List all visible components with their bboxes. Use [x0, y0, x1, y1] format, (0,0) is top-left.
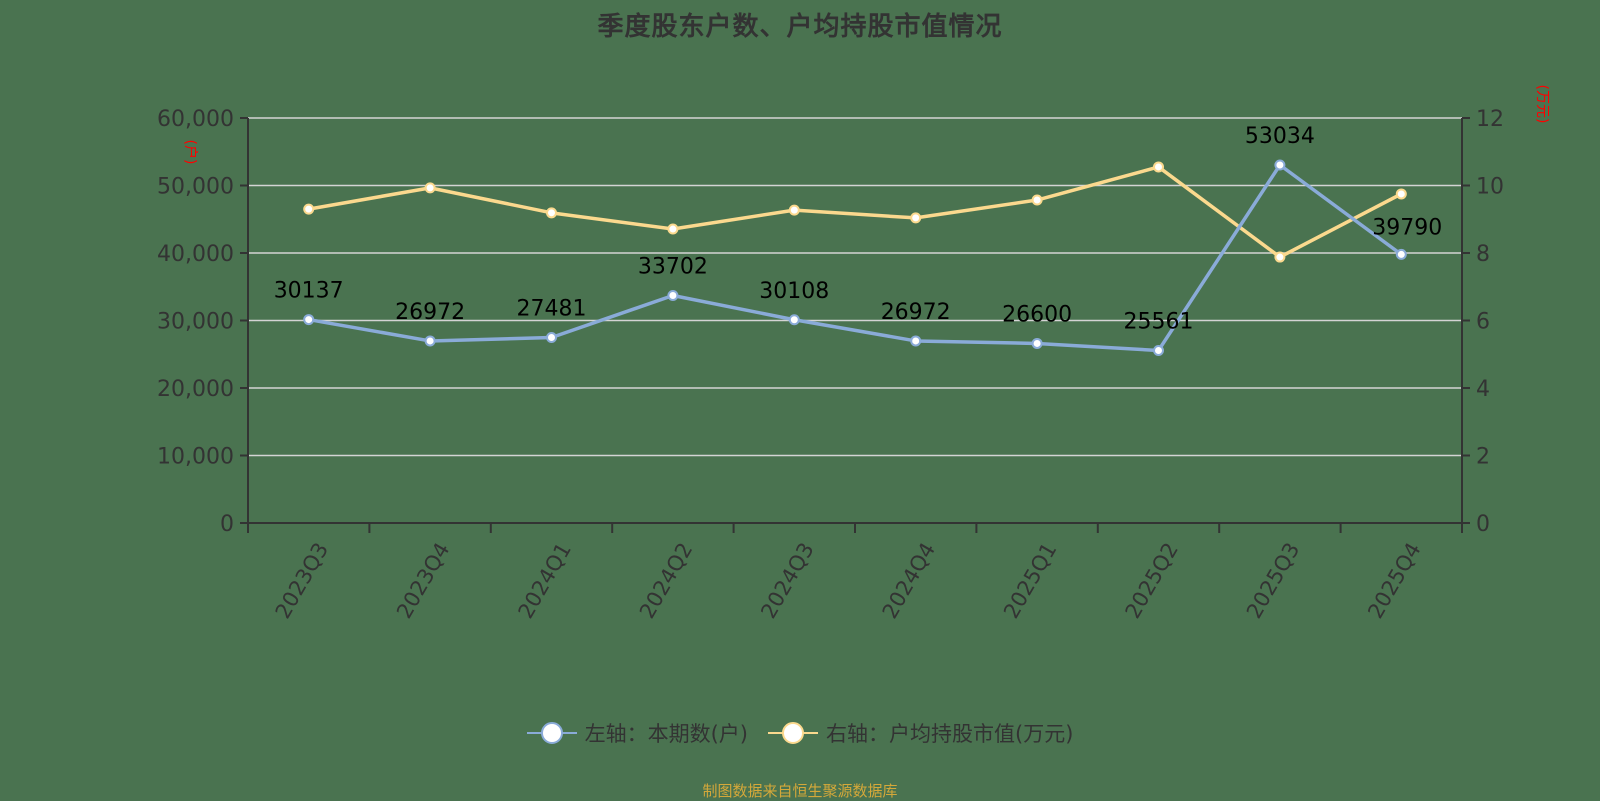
- right-axis-label: 6: [1476, 310, 1490, 335]
- x-axis-label: 2024Q4: [878, 539, 940, 623]
- right-series-point[interactable]: [546, 207, 557, 219]
- x-axis-label: 2025Q3: [1242, 539, 1304, 623]
- right-series-point[interactable]: [303, 203, 315, 215]
- x-axis-label: 2024Q2: [635, 539, 697, 623]
- left-axis-label: 50,000: [157, 175, 234, 200]
- data-label: 53034: [1245, 124, 1315, 149]
- data-label: 27481: [517, 297, 587, 322]
- left-series-point[interactable]: [1274, 159, 1286, 171]
- left-series-point[interactable]: [1153, 344, 1164, 356]
- legend-label-right: 右轴：户均持股市值(万元): [826, 722, 1074, 746]
- left-axis-label: 0: [220, 512, 234, 537]
- right-axis-label: 2: [1476, 445, 1490, 470]
- data-label: 33702: [638, 255, 708, 280]
- right-series-line: [308, 165, 1403, 259]
- left-axis-label: 30,000: [157, 310, 234, 335]
- right-series-point[interactable]: [1395, 188, 1407, 200]
- data-label: 26600: [1002, 302, 1072, 327]
- left-series-point[interactable]: [424, 335, 436, 347]
- right-series-point[interactable]: [1031, 194, 1043, 206]
- x-axis-label: 2025Q2: [1120, 539, 1182, 623]
- left-axis-label: 60,000: [157, 107, 234, 132]
- left-axis-label: 20,000: [157, 377, 234, 402]
- right-axis-label: 12: [1476, 107, 1504, 132]
- data-label: 25561: [1124, 309, 1194, 334]
- x-axis-label: 2024Q1: [513, 539, 575, 623]
- data-label: 30137: [274, 279, 344, 304]
- data-label: 26972: [881, 300, 951, 325]
- left-series-point[interactable]: [1031, 337, 1043, 349]
- right-series-point[interactable]: [667, 223, 679, 235]
- x-axis-label: 2024Q3: [756, 539, 818, 623]
- left-series-point[interactable]: [546, 332, 557, 344]
- x-axis-label: 2025Q4: [1363, 539, 1425, 623]
- data-label: 39790: [1372, 215, 1442, 240]
- legend-circle-icon: [768, 721, 818, 745]
- right-series-point[interactable]: [910, 212, 922, 224]
- legend-item-right-series[interactable]: 右轴：户均持股市值(万元): [768, 718, 1073, 748]
- x-axis-label: 2023Q3: [271, 539, 333, 623]
- legend-circle-icon: [526, 721, 577, 745]
- legend-item-left-series[interactable]: 左轴：本期数(户): [526, 718, 748, 748]
- left-series-line: [308, 163, 1403, 353]
- right-series-point[interactable]: [788, 204, 800, 216]
- left-series-point[interactable]: [910, 335, 922, 347]
- left-axis-label: 40,000: [157, 242, 234, 267]
- right-axis-label: 0: [1476, 512, 1490, 537]
- data-label: 26972: [395, 300, 465, 325]
- left-axis-label: 10,000: [157, 445, 234, 470]
- right-axis-label: 10: [1476, 175, 1504, 200]
- data-label: 30108: [759, 279, 829, 304]
- legend: 左轴：本期数(户) 右轴：户均持股市值(万元): [0, 718, 1600, 748]
- legend-label-left: 左轴：本期数(户): [584, 722, 748, 746]
- right-series-point[interactable]: [1274, 251, 1286, 263]
- right-series-point[interactable]: [424, 182, 436, 194]
- right-axis-label: 4: [1476, 377, 1490, 402]
- left-series-point[interactable]: [303, 314, 315, 326]
- right-axis-label: 8: [1476, 242, 1490, 267]
- left-axis-unit: (户): [182, 140, 199, 165]
- right-axis-unit: (万元): [1534, 85, 1550, 124]
- left-series-point[interactable]: [1395, 248, 1407, 260]
- right-series-point[interactable]: [1153, 161, 1164, 173]
- left-series-point[interactable]: [667, 290, 679, 302]
- chart-title: 季度股东户数、户均持股市值情况: [597, 12, 1003, 42]
- data-source-note: 制图数据来自恒生聚源数据库: [702, 782, 898, 800]
- x-axis-label: 2025Q1: [999, 539, 1061, 623]
- x-axis-label: 2023Q4: [392, 539, 454, 623]
- left-series-point[interactable]: [788, 314, 800, 326]
